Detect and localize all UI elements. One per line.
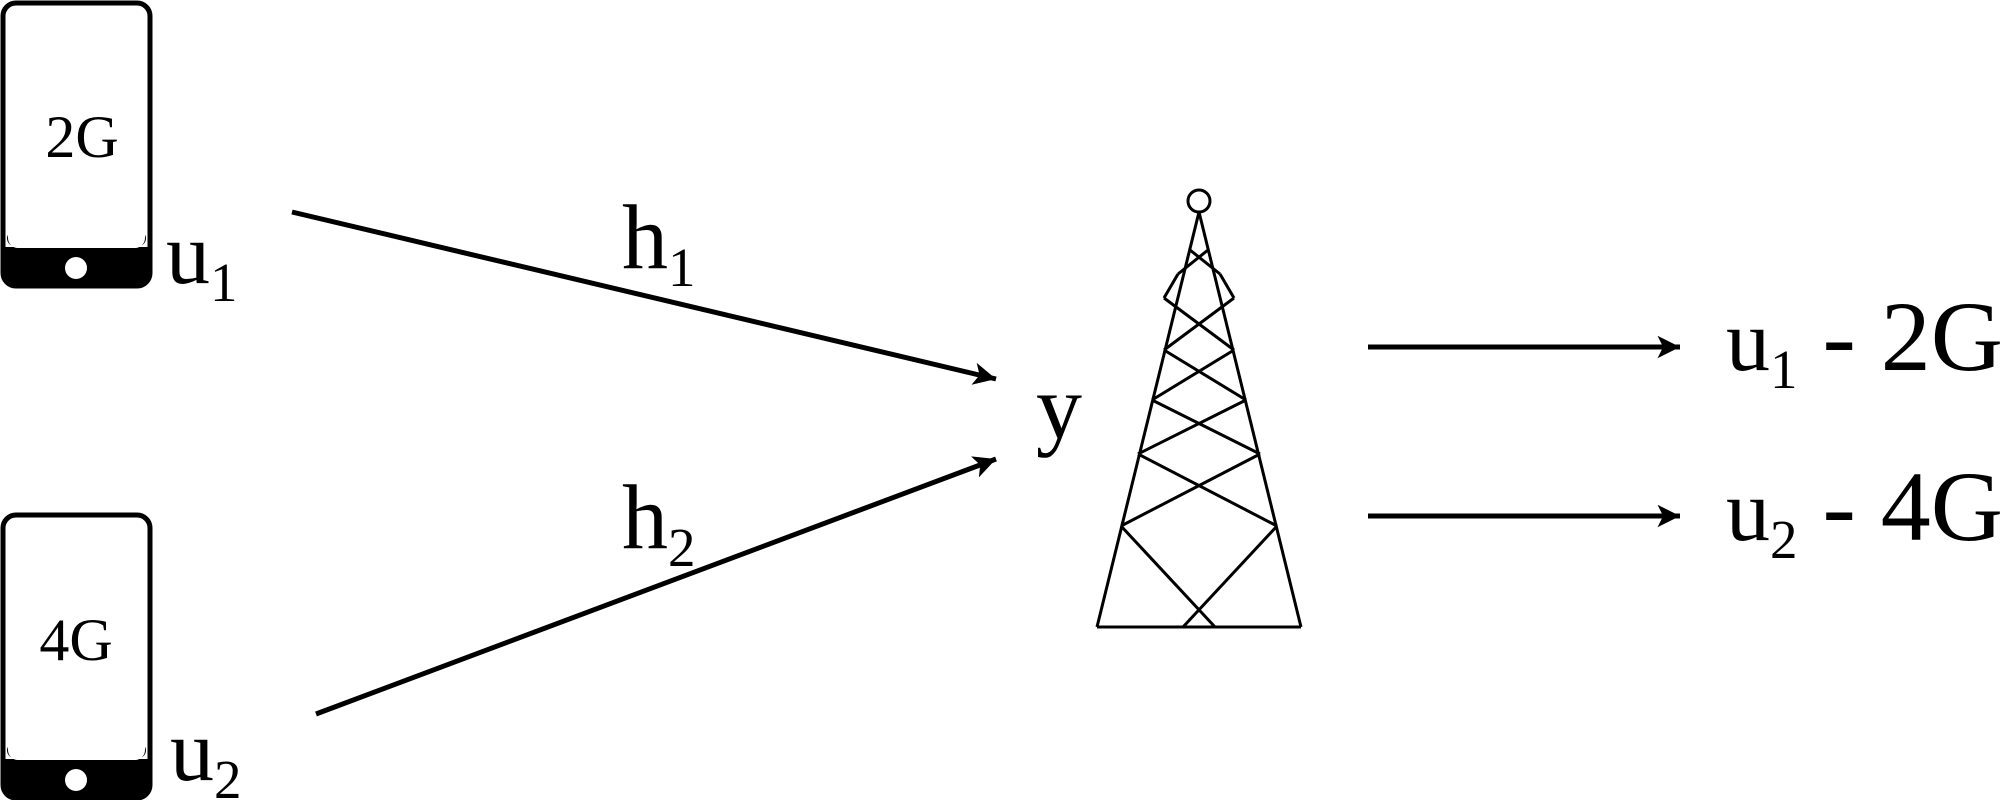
channel-h1-label: h1 [622,186,696,298]
home-button-icon [65,769,87,791]
phone-u2: 4G [0,512,153,800]
user-u1-label: u1 [166,206,238,313]
channel-h2-arrow [315,456,997,717]
output-u1-label: u1 - 2G [1726,281,2002,400]
phone-u1: 2G [0,0,153,289]
phone-u1-screen-label: 2G [45,104,118,170]
channel-h2-label: h2 [622,466,696,578]
home-button-icon [65,257,87,279]
channel-h1-arrow [291,209,997,385]
base-station-tower-icon [1095,188,1303,629]
user-u2-label: u2 [170,703,242,800]
received-signal-label: y [1036,356,1082,458]
output-u2-label: u2 - 4G [1726,451,2002,570]
phone-u2-screen-label: 4G [39,607,112,673]
